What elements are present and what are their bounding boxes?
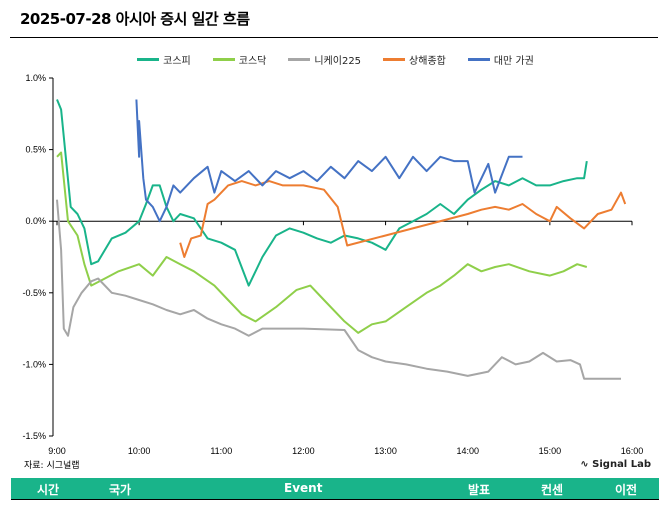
- legend-label: 상해종합: [409, 56, 446, 67]
- source-note: 자료: 시그널랩: [24, 461, 80, 471]
- brand-logo: ∿ Signal Lab: [580, 459, 651, 470]
- y-tick-label: 1.0%: [25, 73, 46, 83]
- line-chart: 1.0% 0.5% 0.0% -0.5% -1.0% -1.5%9:00 10:00 11:0…: [22, 73, 644, 456]
- page-title: 2025-07-28 아시아 증시 일간 흐름: [20, 10, 250, 28]
- legend-label: 코스피: [163, 56, 191, 67]
- series-line-3: [179, 180, 627, 258]
- y-tick-label: -1.5%: [22, 431, 46, 441]
- legend-swatch: [467, 58, 490, 61]
- x-tick-label: 10:00: [128, 446, 151, 456]
- chart-legend: 코스피 코스닥 니케이225 상해종합 대만 가권: [0, 52, 671, 67]
- legend-item: 코스피: [137, 52, 191, 67]
- legend-item: 대만 가권: [467, 52, 534, 67]
- series-line-1: [56, 151, 588, 334]
- legend-swatch: [383, 58, 406, 61]
- col-event: Event: [284, 481, 323, 495]
- col-previous: 이전: [615, 483, 638, 497]
- y-tick-label: -0.5%: [22, 288, 46, 298]
- legend-label: 대만 가권: [493, 56, 534, 67]
- col-time: 시간: [37, 483, 60, 497]
- series-line-0: [56, 99, 588, 287]
- y-tick-label: 0.0%: [25, 216, 46, 226]
- y-tick-label: 0.5%: [25, 145, 46, 155]
- legend-swatch: [137, 58, 160, 61]
- x-tick-label: 11:00: [210, 446, 232, 456]
- col-consensus: 컨센: [541, 483, 564, 497]
- legend-swatch: [212, 58, 235, 61]
- series-line-2: [56, 199, 621, 380]
- x-tick-label: 15:00: [539, 446, 562, 456]
- x-tick-label: 14:00: [456, 446, 479, 456]
- x-tick-label: 12:00: [292, 446, 315, 456]
- legend-label: 코스닥: [238, 56, 267, 67]
- event-table-header: 시간 국가 Event 발표 컨센 이전: [11, 478, 659, 500]
- legend-item: 니케이225: [288, 52, 361, 67]
- x-tick-label: 16:00: [621, 446, 644, 456]
- legend-item: 상해종합: [383, 52, 446, 67]
- col-actual: 발표: [468, 483, 491, 497]
- legend-swatch: [288, 58, 311, 61]
- col-country: 국가: [109, 483, 132, 497]
- pulse-icon: ∿: [580, 459, 593, 470]
- legend-label: 니케이225: [314, 56, 362, 67]
- legend-item: 코스닥: [212, 52, 267, 67]
- series-line-4: [135, 99, 523, 223]
- y-tick-label: -1.0%: [22, 359, 46, 369]
- x-tick-label: 9:00: [48, 446, 66, 456]
- brand-name: Signal Lab: [592, 459, 651, 470]
- title-divider: [10, 37, 658, 38]
- x-tick-label: 13:00: [374, 446, 397, 456]
